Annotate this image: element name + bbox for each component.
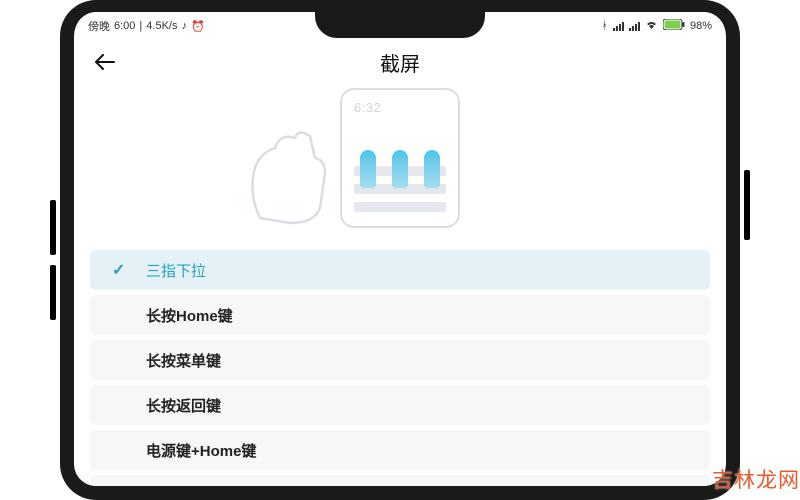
notch bbox=[315, 12, 485, 38]
option-three-finger-swipe[interactable]: ✓ 三指下拉 bbox=[90, 250, 710, 290]
options-list: ✓ 三指下拉 长按Home键 长按菜单键 长按返回键 电源键+Home键 电源键… bbox=[90, 250, 710, 486]
option-label: 三指下拉 bbox=[146, 260, 206, 281]
phone-frame: 傍晚 6:00 | 4.5K/s ♪ ⏰ ᚼ 98% 截屏 6:32 bbox=[60, 0, 740, 500]
gesture-illustration: 6:32 bbox=[270, 82, 530, 232]
signal-icon-1 bbox=[613, 22, 624, 31]
volume-up-button[interactable] bbox=[50, 200, 56, 255]
illustration-hand bbox=[240, 108, 360, 228]
wifi-icon bbox=[645, 20, 658, 33]
option-label: 长按Home键 bbox=[146, 305, 233, 326]
watermark: 吉林龙网 bbox=[712, 464, 800, 494]
option-power-menu[interactable]: 电源键+菜单键 bbox=[90, 475, 710, 486]
check-icon: ✓ bbox=[112, 260, 125, 280]
battery-icon bbox=[663, 19, 685, 33]
illustration-fingers bbox=[360, 150, 440, 188]
battery-text: 98% bbox=[690, 20, 712, 32]
status-divider: | bbox=[139, 20, 142, 32]
back-button[interactable] bbox=[90, 47, 120, 77]
option-long-press-menu[interactable]: 长按菜单键 bbox=[90, 340, 710, 380]
option-long-press-back[interactable]: 长按返回键 bbox=[90, 385, 710, 425]
status-left: 傍晚 6:00 | 4.5K/s ♪ ⏰ bbox=[88, 18, 205, 34]
header: 截屏 bbox=[74, 42, 726, 82]
status-time: 6:00 bbox=[114, 20, 135, 32]
alarm-icon: ⏰ bbox=[191, 20, 205, 33]
page-title: 截屏 bbox=[120, 48, 680, 77]
volume-down-button[interactable] bbox=[50, 265, 56, 320]
signal-icon-2 bbox=[629, 22, 640, 31]
status-right: ᚼ 98% bbox=[601, 19, 712, 33]
option-label: 电源键+Home键 bbox=[146, 440, 256, 461]
status-net-speed: 4.5K/s bbox=[146, 20, 177, 32]
bluetooth-icon: ᚼ bbox=[601, 20, 608, 32]
status-time-prefix: 傍晚 bbox=[88, 18, 110, 34]
power-button[interactable] bbox=[744, 170, 750, 240]
option-label: 长按返回键 bbox=[146, 395, 221, 416]
option-label: 电源键+菜单键 bbox=[146, 485, 245, 487]
option-label: 长按菜单键 bbox=[146, 350, 221, 371]
option-long-press-home[interactable]: 长按Home键 bbox=[90, 295, 710, 335]
option-power-home[interactable]: 电源键+Home键 bbox=[90, 430, 710, 470]
ring-icon: ♪ bbox=[181, 20, 187, 32]
